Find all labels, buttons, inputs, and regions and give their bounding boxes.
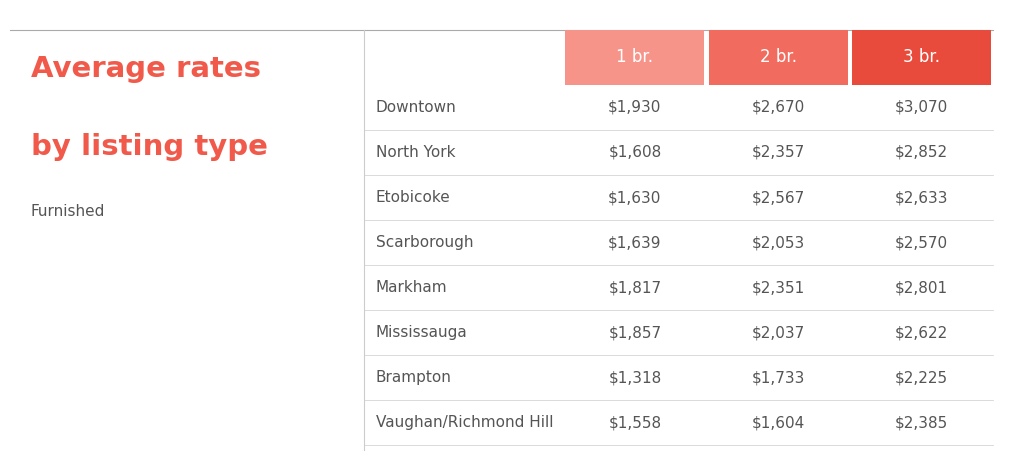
Text: Vaughan/Richmond Hill: Vaughan/Richmond Hill xyxy=(376,415,553,430)
Text: $2,053: $2,053 xyxy=(752,235,805,250)
Text: $2,801: $2,801 xyxy=(895,280,948,295)
Text: $3,070: $3,070 xyxy=(895,100,948,115)
Text: 3 br.: 3 br. xyxy=(903,48,940,67)
Text: $2,037: $2,037 xyxy=(752,325,805,340)
Text: Furnished: Furnished xyxy=(31,204,105,219)
Text: $1,857: $1,857 xyxy=(608,325,662,340)
Text: $1,733: $1,733 xyxy=(752,370,805,385)
Text: $1,639: $1,639 xyxy=(608,235,662,250)
Text: Mississauga: Mississauga xyxy=(376,325,468,340)
Text: $1,630: $1,630 xyxy=(608,190,662,205)
Text: $2,852: $2,852 xyxy=(895,145,948,160)
Text: $1,930: $1,930 xyxy=(608,100,662,115)
FancyBboxPatch shape xyxy=(565,30,705,85)
Text: Etobicoke: Etobicoke xyxy=(376,190,451,205)
Text: 2 br.: 2 br. xyxy=(760,48,797,67)
Text: $2,357: $2,357 xyxy=(752,145,805,160)
Text: $1,608: $1,608 xyxy=(608,145,662,160)
Text: $1,318: $1,318 xyxy=(608,370,662,385)
Text: $1,558: $1,558 xyxy=(608,415,662,430)
Text: 1 br.: 1 br. xyxy=(616,48,653,67)
Text: $2,670: $2,670 xyxy=(752,100,805,115)
Text: Average rates: Average rates xyxy=(31,55,261,83)
Text: $2,622: $2,622 xyxy=(895,325,948,340)
Text: $2,570: $2,570 xyxy=(895,235,948,250)
Text: $2,385: $2,385 xyxy=(895,415,948,430)
Text: Brampton: Brampton xyxy=(376,370,452,385)
Text: Downtown: Downtown xyxy=(376,100,457,115)
Text: $1,817: $1,817 xyxy=(608,280,662,295)
Text: Markham: Markham xyxy=(376,280,447,295)
FancyBboxPatch shape xyxy=(852,30,991,85)
Text: $2,567: $2,567 xyxy=(752,190,805,205)
Text: $1,604: $1,604 xyxy=(752,415,805,430)
Text: North York: North York xyxy=(376,145,456,160)
Text: $2,225: $2,225 xyxy=(895,370,948,385)
Text: $2,633: $2,633 xyxy=(895,190,948,205)
Text: Scarborough: Scarborough xyxy=(376,235,473,250)
Text: $2,351: $2,351 xyxy=(752,280,805,295)
Text: by listing type: by listing type xyxy=(31,133,267,161)
FancyBboxPatch shape xyxy=(709,30,848,85)
